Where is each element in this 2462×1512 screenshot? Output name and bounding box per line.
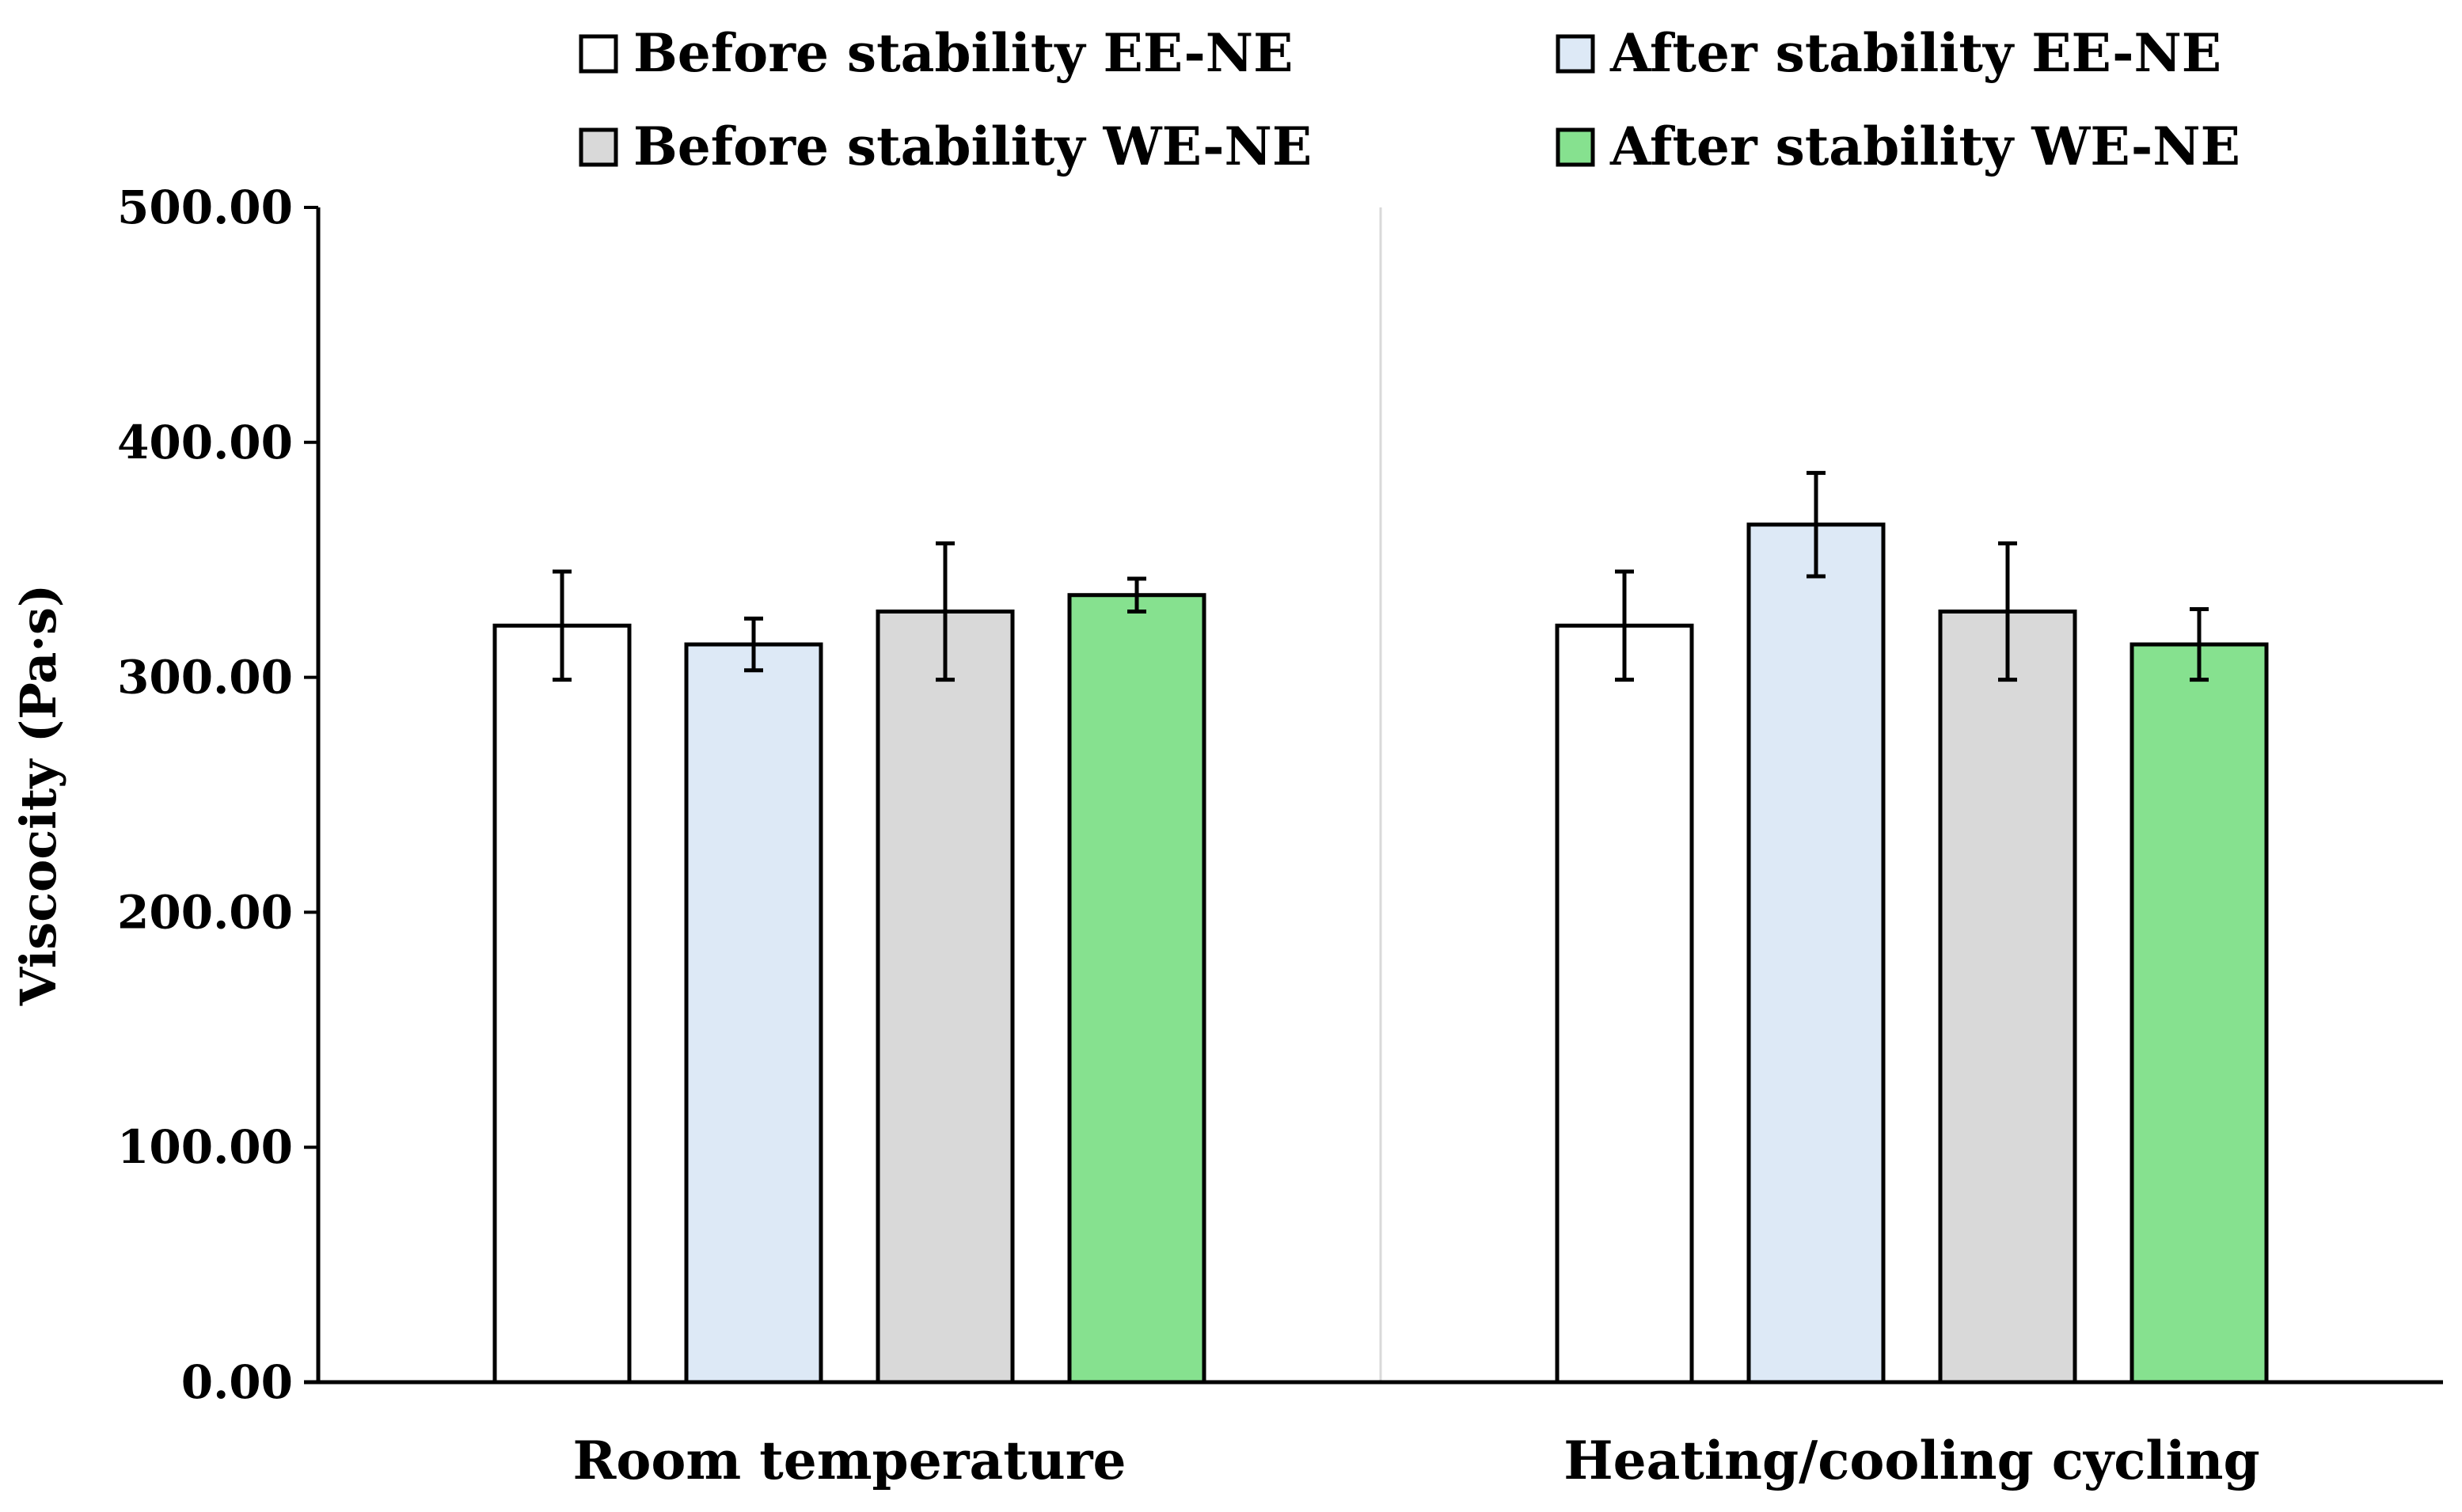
legend-item: After stability WE-NE [1556, 116, 2240, 177]
legend-item: After stability EE-NE [1556, 22, 2221, 84]
y-tick-label: 200.00 [117, 885, 293, 939]
bar [1746, 522, 1886, 1385]
legend-swatch [579, 127, 618, 167]
bar [492, 623, 632, 1385]
y-axis-ticks: 0.00 100.00 200.00 300.00 400.00 500.00 [117, 180, 318, 1409]
y-tick-label: 0.00 [181, 1355, 293, 1409]
category-label: Heating/cooling cycling [1563, 1430, 2259, 1491]
bar [684, 642, 823, 1385]
legend-label: After stability WE-NE [1609, 116, 2240, 177]
error-bars [553, 470, 2209, 682]
y-tick-label: 300.00 [117, 651, 293, 705]
y-tick-label: 100.00 [117, 1120, 293, 1174]
category-label: Room temperature [573, 1430, 1127, 1491]
y-tick-label: 500.00 [117, 180, 293, 234]
legend-item: Before stability EE-NE [579, 22, 1293, 84]
y-axis-title: Viscocity (Pa·s) [9, 584, 67, 1006]
legend-label: Before stability WE-NE [633, 116, 1312, 177]
legend-label: Before stability EE-NE [633, 22, 1293, 84]
legend-swatch [1556, 127, 1595, 167]
category-labels: Room temperature Heating/cooling cycling [573, 1430, 2260, 1491]
legend-swatch [1556, 34, 1595, 74]
legend-item: Before stability WE-NE [579, 116, 1312, 177]
bar [876, 609, 1015, 1385]
axes [304, 207, 2443, 1385]
legend-label: After stability EE-NE [1609, 22, 2221, 84]
bar [1555, 623, 1694, 1385]
legend-swatch [579, 34, 618, 74]
bar [1067, 593, 1206, 1385]
legend: Before stability EE-NE After stability EE… [579, 22, 2240, 177]
bars [492, 522, 2269, 1385]
bar [2130, 642, 2269, 1385]
bar [1938, 609, 2077, 1385]
y-tick-label: 400.00 [117, 416, 293, 469]
